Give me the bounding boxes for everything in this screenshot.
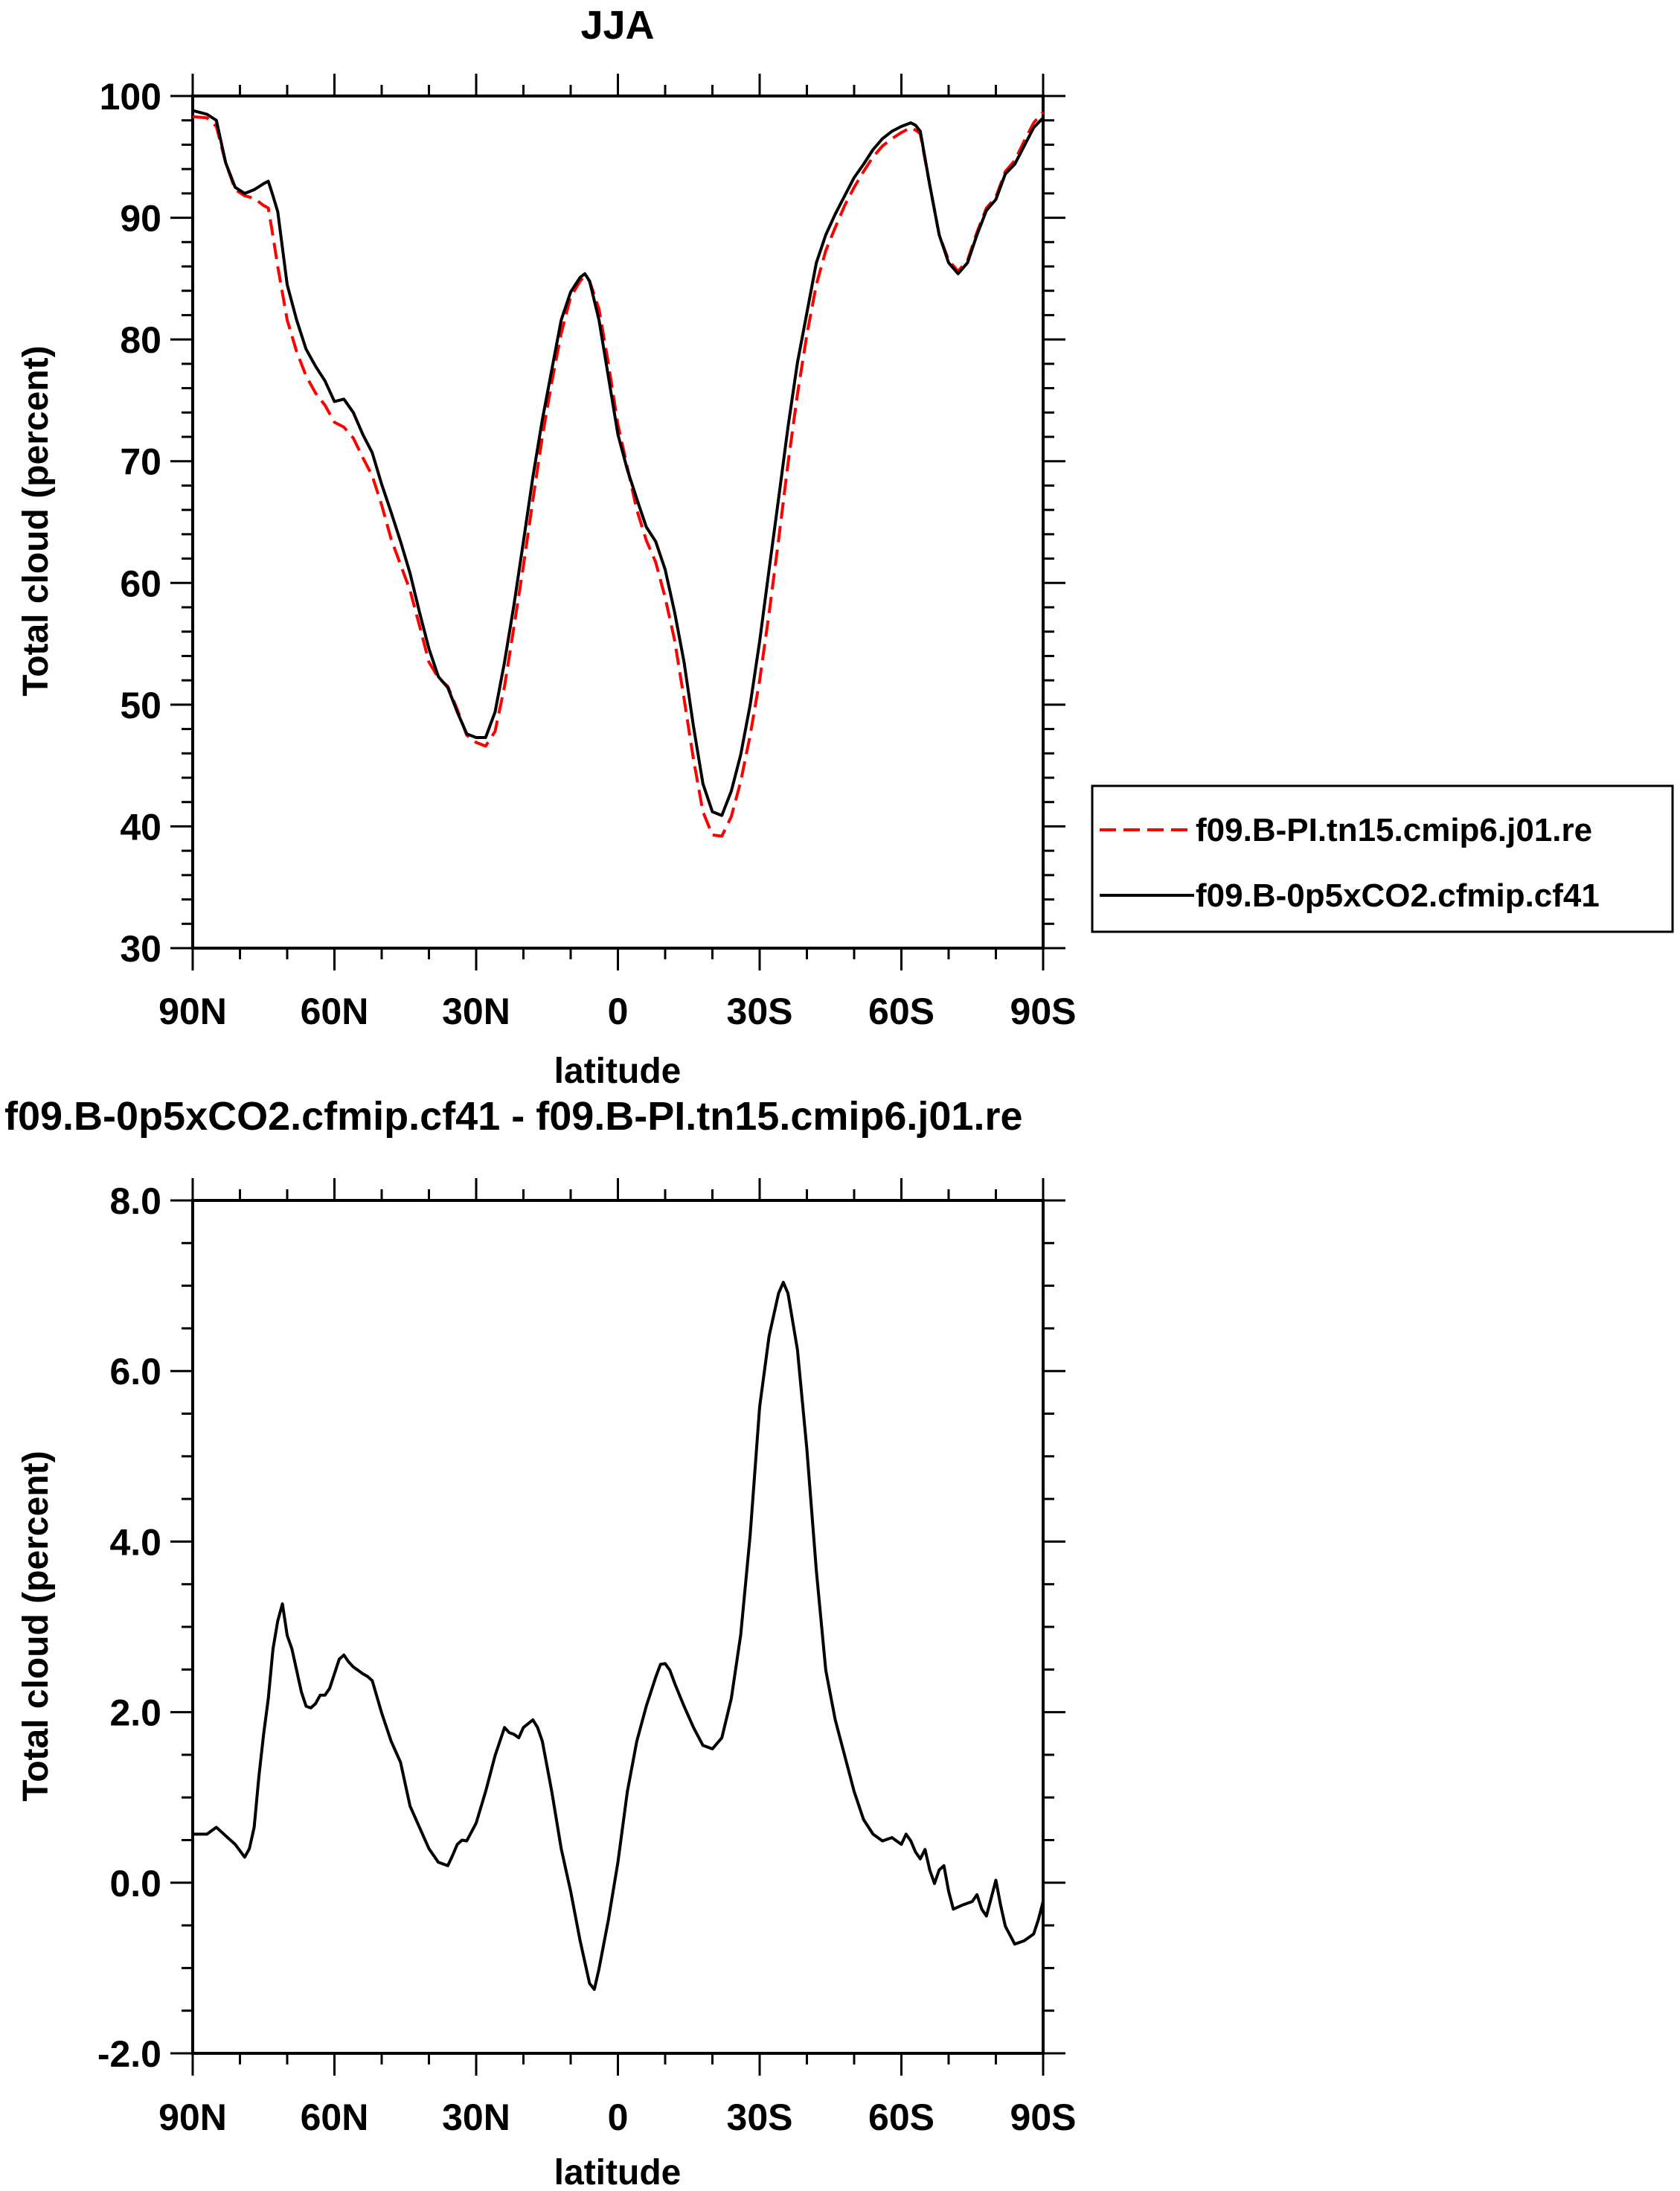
bottom-y-label: Total cloud (percent) bbox=[16, 1450, 56, 1801]
top-title: JJA bbox=[580, 3, 654, 48]
top-y-label: Total cloud (percent) bbox=[16, 345, 56, 696]
bottom-x-tick-label: 90N bbox=[158, 2096, 227, 2138]
top-y-tick-label: 100 bbox=[100, 76, 161, 118]
legend-label-pi: f09.B-PI.tn15.cmip6.j01.re bbox=[1196, 812, 1592, 848]
bottom-y-tick-label: 4.0 bbox=[109, 1521, 161, 1563]
top-panel: JJA Total cloud (percent) latitude 90N 60… bbox=[16, 3, 1076, 1091]
bottom-x-tick-label: 60N bbox=[301, 2096, 369, 2138]
bottom-y-tick-label: 6.0 bbox=[109, 1351, 161, 1392]
bottom-y-tick-label: 0.0 bbox=[109, 1863, 161, 1904]
bottom-x-tick-label: 60S bbox=[868, 2096, 934, 2138]
bottom-series-line-0 bbox=[193, 1281, 1045, 1992]
bottom-x-tick-label: 0 bbox=[608, 2096, 629, 2138]
top-x-label: latitude bbox=[554, 1052, 682, 1091]
top-x-tick-label: 90N bbox=[158, 991, 227, 1032]
top-y-tick-label: 40 bbox=[120, 806, 161, 848]
top-x-tick-label: 60N bbox=[301, 991, 369, 1032]
bottom-y-tick-label: -2.0 bbox=[97, 2033, 161, 2075]
top-y-tick-label: 50 bbox=[120, 685, 161, 726]
bottom-plot-frame bbox=[191, 1199, 1045, 2055]
bottom-x-tick-label: 30N bbox=[442, 2096, 510, 2138]
legend-box bbox=[1091, 784, 1674, 933]
bottom-x-tick-label: 90S bbox=[1010, 2096, 1077, 2138]
top-x-tick-label: 30S bbox=[727, 991, 793, 1032]
top-y-tick-label: 60 bbox=[120, 563, 161, 604]
bottom-title: f09.B-0p5xCO2.cfmip.cf41 - f09.B-PI.tn15… bbox=[4, 1094, 1023, 1139]
legend-label-0p5xco2: f09.B-0p5xCO2.cfmip.cf41 bbox=[1196, 877, 1600, 914]
top-series-line-1 bbox=[192, 109, 1045, 817]
top-y-tick-label: 90 bbox=[120, 198, 161, 240]
top-x-tick-label: 60S bbox=[868, 991, 934, 1032]
bottom-x-tick-label: 30S bbox=[727, 2096, 793, 2138]
top-y-tick-label: 30 bbox=[120, 928, 161, 970]
bottom-panel: f09.B-0p5xCO2.cfmip.cf41 - f09.B-PI.tn15… bbox=[4, 1094, 1076, 2191]
top-y-tick-label: 70 bbox=[120, 441, 161, 483]
bottom-y-tick-label: 2.0 bbox=[109, 1692, 161, 1734]
top-plot-frame bbox=[191, 95, 1045, 950]
bottom-x-label: latitude bbox=[554, 2153, 682, 2191]
bottom-y-tick-label: 8.0 bbox=[109, 1180, 161, 1222]
top-series-line-0 bbox=[192, 110, 1045, 838]
top-x-tick-label: 90S bbox=[1010, 991, 1077, 1032]
top-y-tick-label: 80 bbox=[120, 319, 161, 361]
legend: f09.B-PI.tn15.cmip6.j01.re f09.B-0p5xCO2… bbox=[1091, 784, 1674, 933]
top-x-tick-label: 0 bbox=[608, 991, 629, 1032]
top-x-tick-label: 30N bbox=[442, 991, 510, 1032]
